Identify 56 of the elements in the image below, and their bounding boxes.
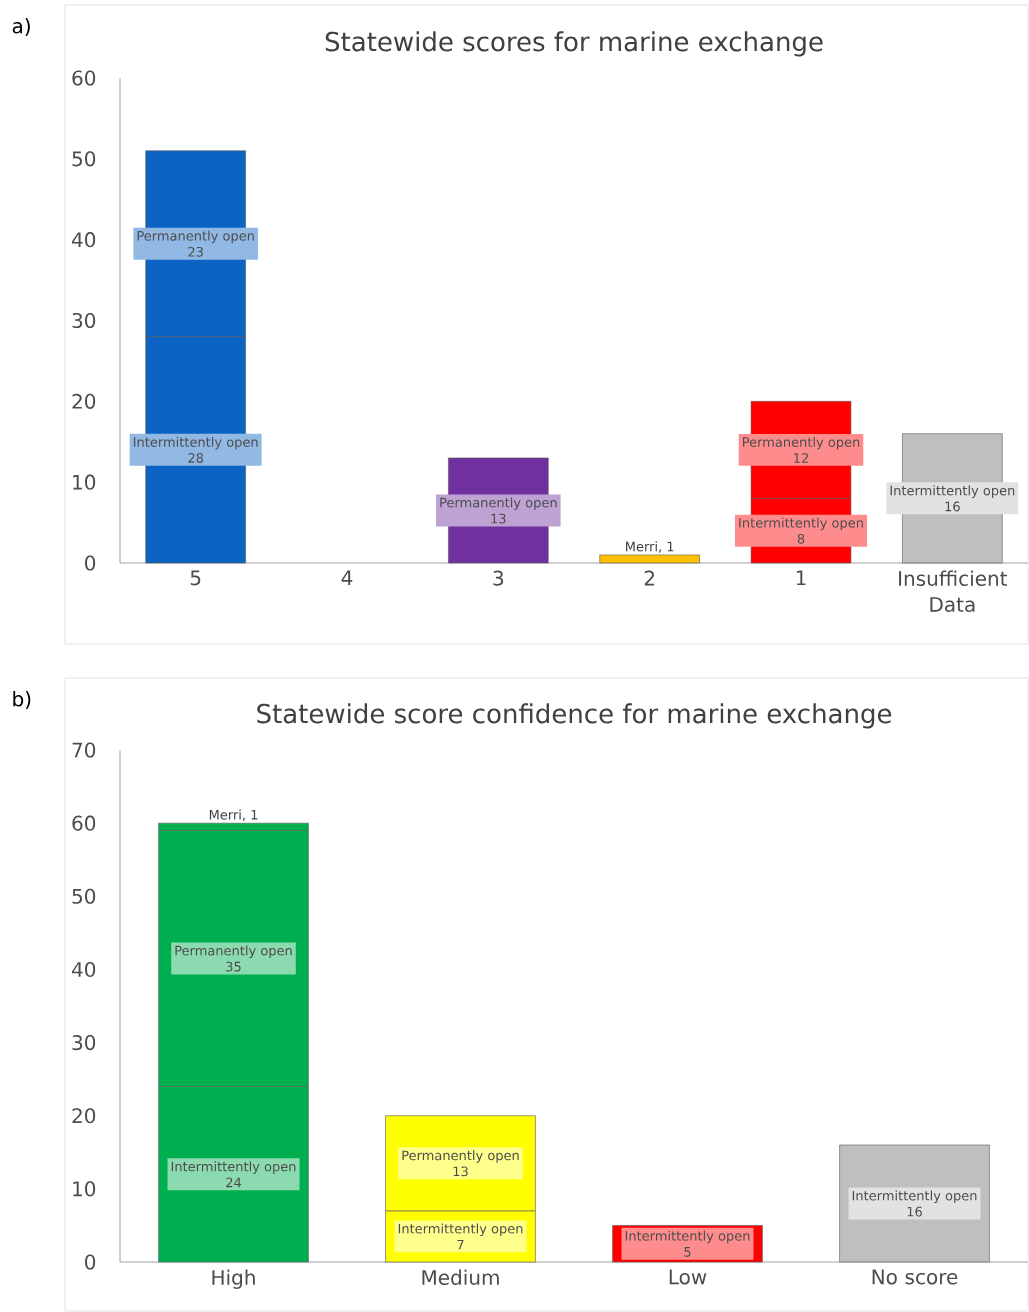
y-tick-label: 40 (71, 961, 96, 978)
y-tick-label: 0 (85, 555, 96, 571)
y-tick-label: 70 (72, 742, 96, 758)
y-tick-label: 0 (85, 1254, 96, 1270)
text: b) (13, 691, 31, 709)
y-tick-label: 20 (72, 393, 96, 409)
y-tick-label: 30 (72, 1035, 96, 1051)
y-tick-label: 20 (72, 1108, 96, 1124)
x-tick-label: Low (669, 1269, 707, 1285)
y-tick-label: 60 (72, 70, 96, 86)
series-label: Intermittently open (625, 1230, 750, 1244)
text: Intermittently open (852, 1190, 977, 1204)
chart-title: Statewide score confidence for marine exchange (257, 703, 892, 729)
series-label: Permanently open (175, 945, 292, 959)
data-label: 23 (188, 246, 203, 257)
x-tick-label: Medium (422, 1269, 499, 1286)
data-label: 35 (226, 961, 241, 972)
data-label: Merri, 1 (626, 541, 674, 553)
data-label: 28 (188, 453, 204, 463)
text: Intermittently open (171, 1161, 296, 1174)
data-label: 16 (945, 501, 960, 512)
text: Permanently open (137, 230, 254, 244)
data-label: 7 (457, 1239, 464, 1250)
x-tick-label: High (212, 1269, 255, 1289)
chart-title: Statewide scores for marine exchange (325, 31, 823, 57)
data-label: 13 (491, 513, 506, 524)
y-tick-label: 10 (73, 474, 96, 490)
data-label: 13 (453, 1166, 468, 1177)
text: a) (12, 18, 30, 36)
text: Intermittently open (890, 485, 1015, 498)
data-label: 16 (907, 1206, 922, 1217)
data-label: 8 (797, 533, 805, 544)
text: Intermittently open (398, 1223, 523, 1237)
data-label: 12 (794, 453, 808, 463)
series-label: Intermittently open (739, 517, 863, 531)
text: Permanently open (440, 497, 557, 511)
data-label: 24 (226, 1177, 242, 1188)
text: Permanently open (402, 1150, 519, 1163)
y-tick-label: 60 (72, 815, 96, 831)
x-tick-label: No score (872, 1269, 958, 1285)
text: Intermittently open (133, 436, 258, 450)
y-tick-label: 50 (72, 888, 96, 904)
x-tick-label: Insufficient Data (899, 570, 1008, 613)
x-tick-label: 4 (341, 570, 353, 586)
series-label: Permanently open (742, 436, 860, 450)
x-tick-label: 2 (644, 570, 655, 586)
bar (599, 554, 700, 564)
y-tick-label: 10 (73, 1181, 96, 1197)
x-tick-label: 1 (796, 570, 806, 586)
y-tick-label: 40 (71, 232, 96, 248)
y-tick-label: 30 (72, 312, 96, 329)
data-label: 5 (684, 1247, 691, 1257)
x-tick-label: 3 (493, 570, 504, 586)
x-tick-label: 5 (190, 570, 201, 586)
data-label: Merri, 1 (209, 809, 258, 821)
y-tick-label: 50 (72, 151, 96, 167)
